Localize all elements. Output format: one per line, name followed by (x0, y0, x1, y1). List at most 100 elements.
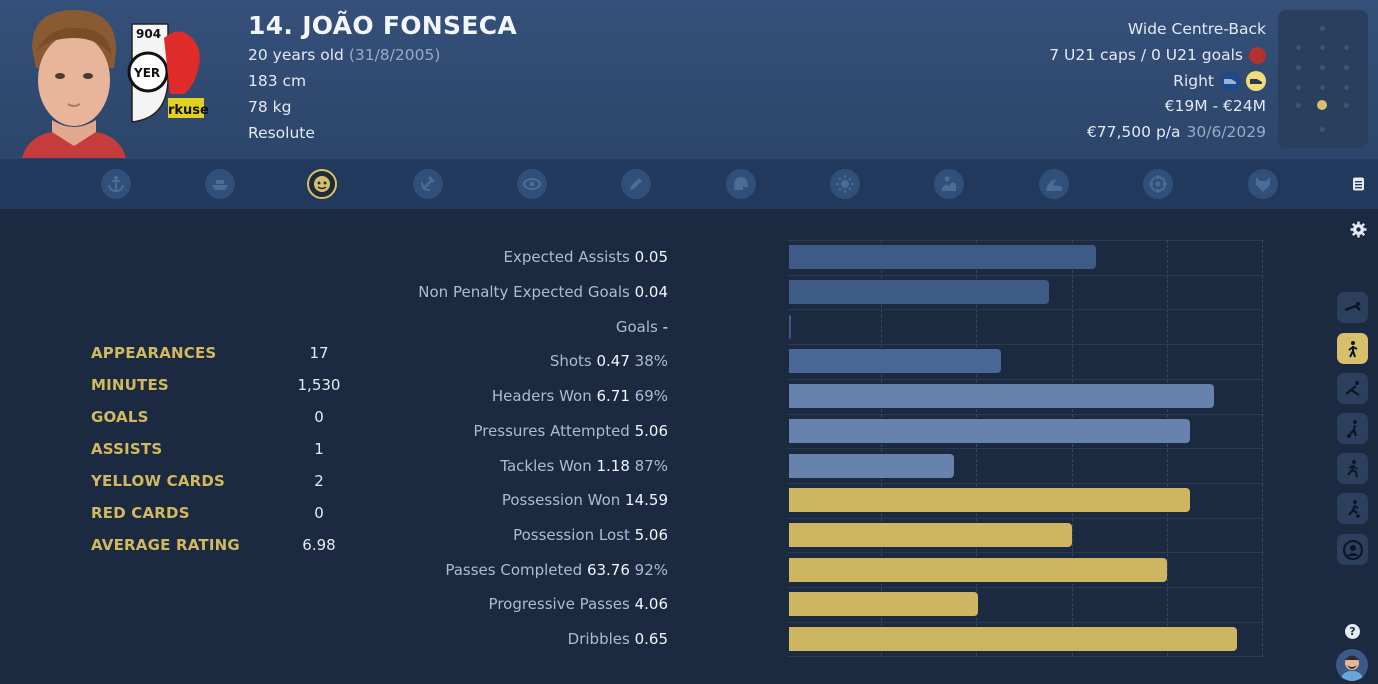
chart-category-label: Pressures Attempted (473, 421, 635, 440)
pitch-position-dot (1344, 65, 1349, 70)
player-name: 14. JOÃO FONSECA (248, 11, 518, 40)
chart-row-divider (788, 552, 1264, 554)
player-height: 183 cm (248, 72, 307, 90)
tab-wave-icon[interactable] (1039, 169, 1069, 199)
chart-value-label: 0.47 (596, 352, 630, 371)
chart-value-label: 0.65 (634, 630, 668, 649)
chart-bar[interactable] (789, 384, 1214, 409)
tab-wave-hand-icon[interactable] (934, 169, 964, 199)
chart-row-divider (788, 274, 1264, 276)
standing-player-icon[interactable] (1337, 333, 1368, 364)
stat-value-appearances: 17 (309, 344, 329, 362)
chart-bar-label: Non Penalty Expected Goals 0.04 (418, 283, 668, 301)
pitch-position-dot (1344, 103, 1349, 108)
player-dob: (31/8/2005) (348, 46, 441, 64)
player-personality: Resolute (248, 124, 315, 142)
player-age-row: 20 years old (31/8/2005) (248, 46, 440, 64)
stat-label-minutes: MINUTES (91, 376, 169, 394)
help-icon[interactable]: ? (1345, 624, 1360, 639)
pitch-position-dot (1320, 127, 1325, 132)
chart-category-label: Dribbles (567, 630, 635, 649)
pitch-position-dot (1296, 103, 1301, 108)
chart-row-divider (788, 344, 1264, 346)
chart-gridline (881, 240, 883, 656)
chart-percentage-label: 38% (629, 352, 668, 371)
chart-bar-label: Shots 0.47 38% (550, 352, 668, 370)
tackling-player-icon[interactable] (1337, 373, 1368, 404)
chart-value-label: 5.06 (634, 421, 668, 440)
chart-bar[interactable] (789, 349, 1002, 374)
pitch-position-dot (1320, 65, 1325, 70)
tab-anchor-icon[interactable] (101, 169, 131, 199)
tab-sun-icon[interactable] (830, 169, 860, 199)
pitch-position-dot (1344, 45, 1349, 50)
running-player-icon[interactable] (1337, 453, 1368, 484)
chart-value-label: 1.18 (596, 456, 630, 475)
chart-percentage-label: 92% (629, 560, 668, 579)
chart-gridline (1071, 240, 1073, 656)
chart-category-label: Progressive Passes (488, 595, 635, 614)
tab-bulldog-icon[interactable] (307, 169, 337, 199)
contract-row: €77,500 p/a 30/6/2029 (1087, 123, 1266, 141)
chart-category-label: Possession Lost (513, 525, 635, 544)
chart-bar[interactable] (789, 418, 1191, 443)
chart-bar-label: Possession Won 14.59 (502, 491, 668, 509)
stat-value-minutes: 1,530 (297, 376, 341, 394)
chart-row-divider (788, 656, 1264, 658)
tab-pencil-icon[interactable] (621, 169, 651, 199)
chart-bar[interactable] (789, 280, 1049, 305)
stat-value-assists: 1 (314, 440, 324, 458)
chart-row-divider (788, 309, 1264, 311)
chart-bar[interactable] (789, 314, 791, 339)
pitch-position-dot (1344, 85, 1349, 90)
chart-bar[interactable] (789, 488, 1191, 513)
chart-bar-label: Expected Assists 0.05 (504, 248, 669, 266)
stat-value-yellow-cards: 2 (314, 472, 324, 490)
chart-value-label: 14.59 (625, 491, 668, 510)
chart-gridline (1166, 240, 1168, 656)
chart-bar-label: Passes Completed 63.76 92% (445, 561, 668, 579)
chart-percentage-label: 69% (629, 387, 668, 406)
chart-value-label: - (662, 317, 668, 336)
dribbling-player-icon[interactable] (1337, 493, 1368, 524)
tab-eye-icon[interactable] (517, 169, 547, 199)
chart-row-divider (788, 482, 1264, 484)
chart-bar[interactable] (789, 522, 1073, 547)
tab-hammer-sickle-icon[interactable] (413, 169, 443, 199)
chart-bar[interactable] (789, 453, 955, 478)
gear-icon[interactable] (1350, 221, 1367, 238)
chart-value-label: 5.06 (634, 525, 668, 544)
chart-bar[interactable] (789, 557, 1167, 582)
tab-boat-icon[interactable] (205, 169, 235, 199)
manager-avatar[interactable] (1336, 649, 1368, 681)
chart-bar[interactable] (789, 592, 978, 617)
chart-row-divider (788, 240, 1264, 241)
preferred-foot: Right (1173, 72, 1214, 90)
chart-row-divider (788, 517, 1264, 519)
player-photo (22, 10, 126, 158)
kicking-player-icon[interactable] (1337, 413, 1368, 444)
chart-bar-label: Headers Won 6.71 69% (492, 387, 668, 405)
tab-helmet-icon[interactable] (726, 169, 756, 199)
chart-bar[interactable] (789, 627, 1238, 652)
position-pitch[interactable] (1278, 10, 1368, 148)
svg-text:rkusen: rkusen (168, 103, 208, 118)
pitch-position-dot-active (1317, 100, 1327, 110)
stat-value-red-cards: 0 (314, 504, 324, 522)
player-age: 20 years old (248, 46, 344, 64)
chart-bar[interactable] (789, 245, 1096, 270)
transfer-value: €19M - €24M (1164, 97, 1266, 115)
diving-player-icon[interactable] (1337, 292, 1368, 323)
player-weight: 78 kg (248, 98, 292, 116)
face-icon[interactable] (1337, 534, 1368, 565)
clipboard-list-icon[interactable] (1352, 176, 1365, 191)
stat-label-average-rating: AVERAGE RATING (91, 536, 240, 554)
portugal-flag-icon[interactable] (1249, 46, 1266, 64)
chart-gridline (976, 240, 978, 656)
chart-row-divider (788, 413, 1264, 415)
stat-label-yellow-cards: YELLOW CARDS (91, 472, 226, 490)
tab-wolf-icon[interactable] (1248, 169, 1278, 199)
chart-row-divider (788, 378, 1264, 380)
tab-target-icon[interactable] (1143, 169, 1173, 199)
chart-category-label: Tackles Won (500, 456, 597, 475)
